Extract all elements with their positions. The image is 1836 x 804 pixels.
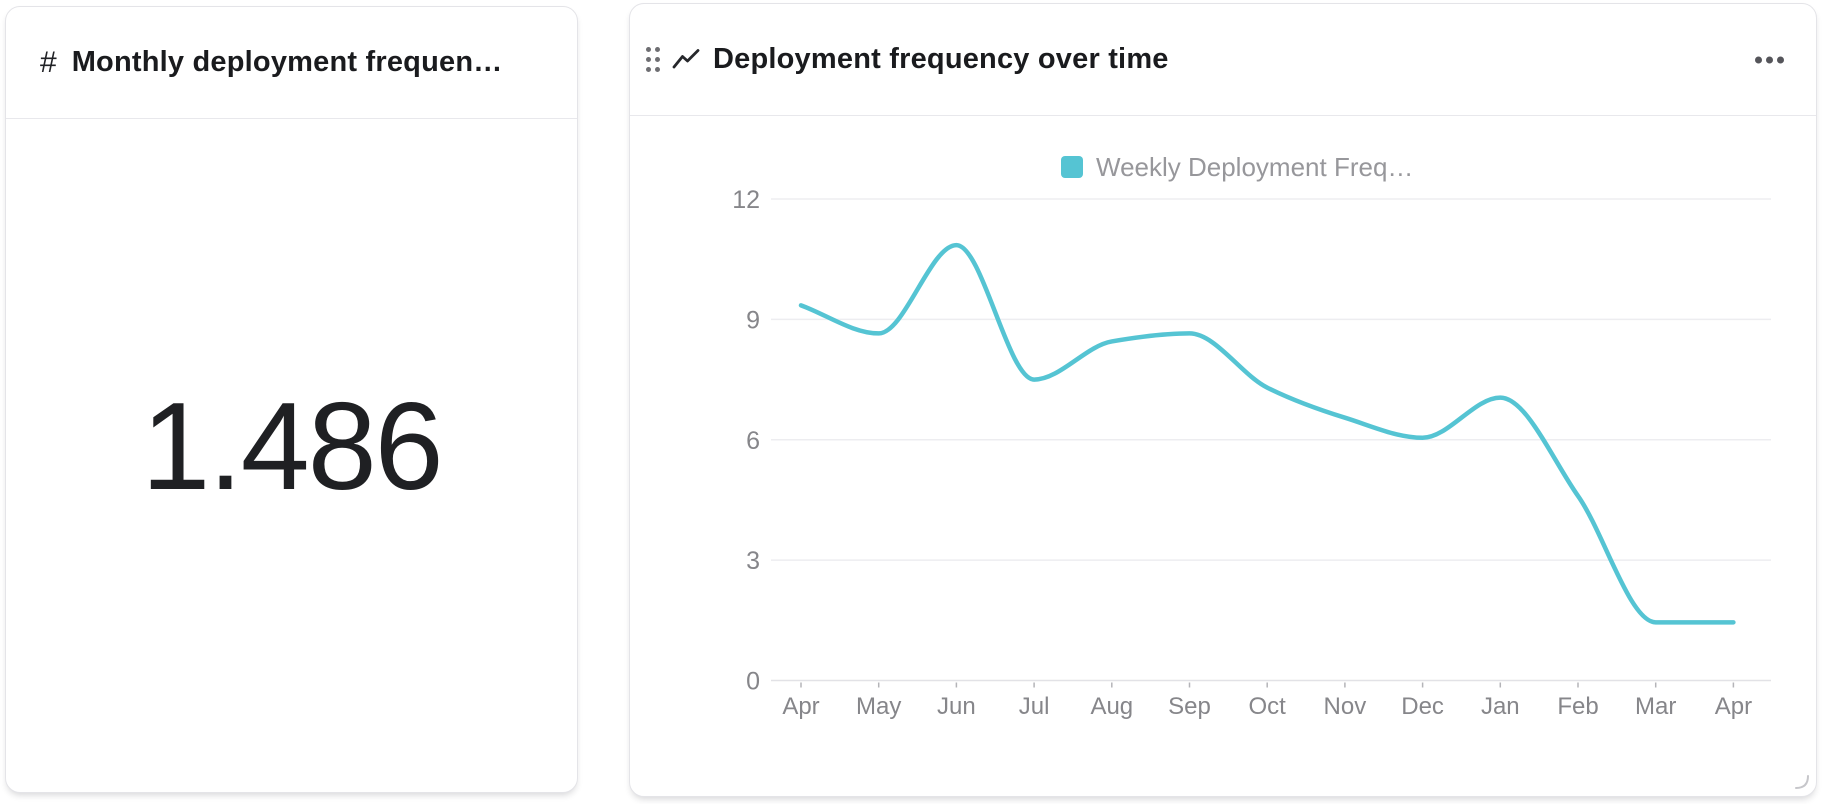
chart-card-header: Deployment frequency over time <box>630 4 1816 116</box>
x-axis-label: Mar <box>1635 693 1676 720</box>
chart-body: 0 3 6 9 12 Apr May Jun Jul Aug Sep Oct Nov Dec Jan Feb M… <box>630 116 1816 796</box>
x-axis-label: Feb <box>1557 693 1598 720</box>
deployment-frequency-chart: 0 3 6 9 12 Apr May Jun Jul Aug Sep Oct Nov Dec Jan Feb M… <box>732 152 1771 720</box>
drag-handle-icon[interactable] <box>646 47 660 72</box>
metric-value: 1.486 <box>141 378 443 516</box>
x-axis-label: Nov <box>1324 693 1367 720</box>
chart-card-title: Deployment frequency over time <box>713 43 1169 75</box>
x-axis-label: Aug <box>1090 693 1133 720</box>
x-axis-label: Sep <box>1168 693 1211 720</box>
metric-card-header: # Monthly deployment frequen… <box>6 7 577 119</box>
x-axis-label: Jan <box>1481 693 1520 720</box>
number-metric-icon: # <box>40 45 57 79</box>
x-axis-label: Apr <box>1715 693 1752 720</box>
x-axis-label: Jul <box>1019 693 1050 720</box>
x-axis-label: Jun <box>937 693 976 720</box>
ellipsis-dot <box>1766 56 1773 63</box>
x-axis-label: May <box>856 693 901 720</box>
y-axis-label: 0 <box>746 668 760 696</box>
legend-swatch[interactable] <box>1061 156 1083 178</box>
x-axis-label: Apr <box>782 693 819 720</box>
ellipsis-dot <box>1755 56 1762 63</box>
resize-handle[interactable] <box>1793 773 1811 791</box>
y-axis-label: 9 <box>746 306 760 334</box>
card-menu-button[interactable] <box>1749 50 1790 69</box>
metric-card-title: Monthly deployment frequen… <box>71 46 503 78</box>
y-axis-label: 6 <box>746 427 760 455</box>
y-axis-label: 3 <box>746 547 760 575</box>
x-axis-label: Oct <box>1249 693 1287 720</box>
chart-line <box>798 242 1736 625</box>
metric-card: # Monthly deployment frequen… 1.486 <box>5 6 578 793</box>
chart-card: Deployment frequency over time 0 3 6 9 12 Apr… <box>629 3 1817 797</box>
legend-label[interactable]: Weekly Deployment Freq… <box>1096 152 1413 182</box>
x-axis-label: Dec <box>1401 693 1444 720</box>
metric-card-body: 1.486 <box>6 119 577 793</box>
line-chart-icon <box>672 48 700 68</box>
y-axis-label: 12 <box>732 186 760 214</box>
ellipsis-dot <box>1777 56 1784 63</box>
